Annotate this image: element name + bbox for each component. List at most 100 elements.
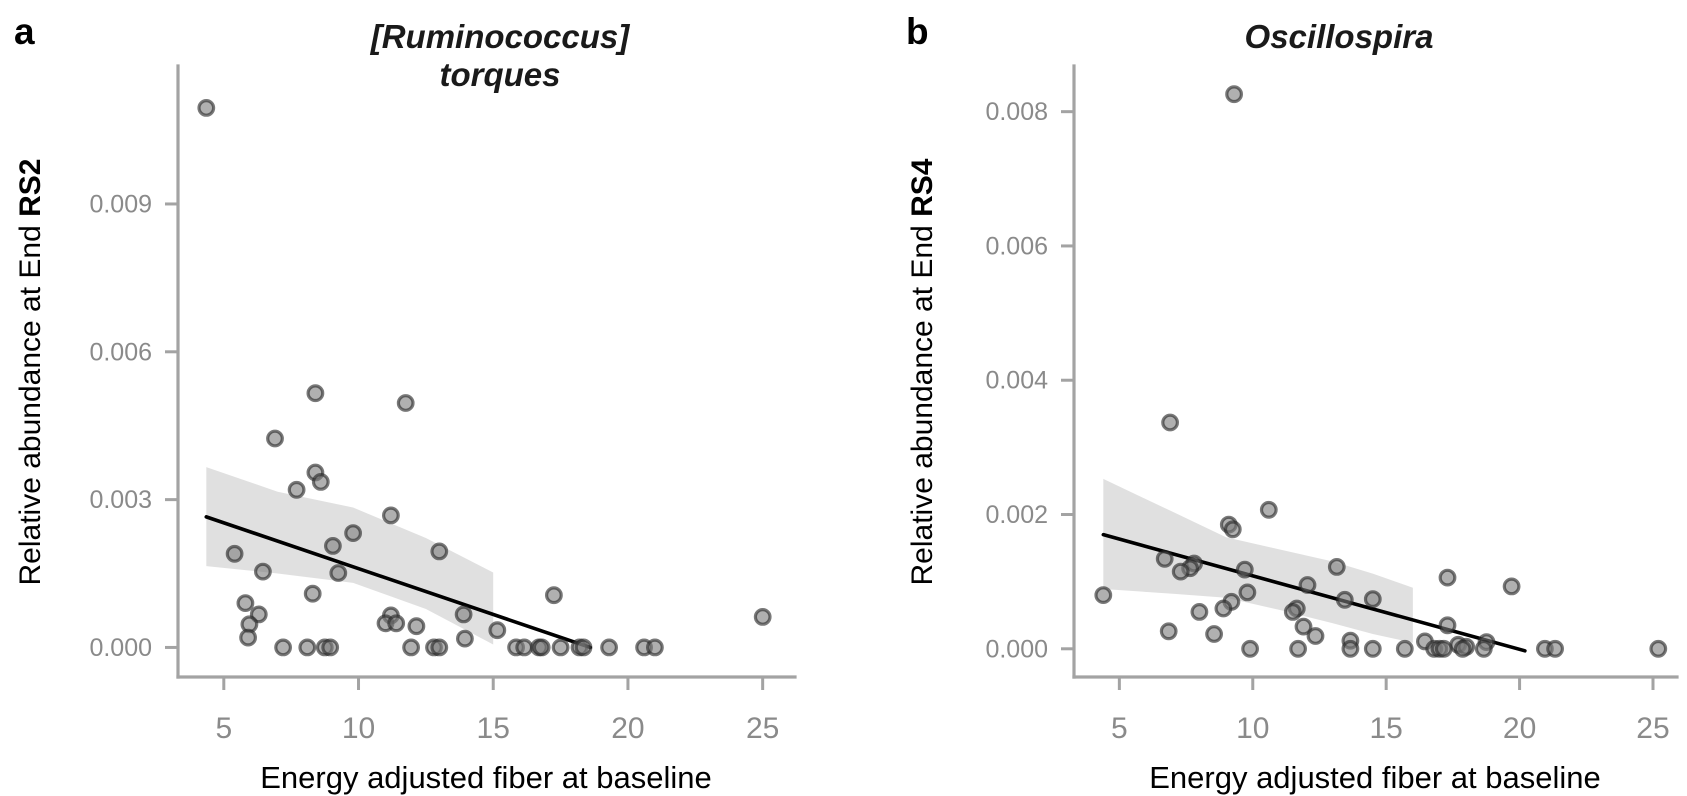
data-point — [1161, 413, 1179, 432]
y-axis-tick-label: 0.006 — [985, 232, 1048, 260]
data-point — [1335, 590, 1354, 609]
panel-a-title-line2: torques — [439, 56, 560, 93]
data-point — [321, 638, 340, 657]
data-point — [298, 638, 317, 657]
data-point — [1649, 639, 1668, 658]
data-point — [1094, 586, 1113, 604]
data-point — [1225, 85, 1243, 104]
confidence-band — [206, 467, 494, 645]
data-point — [266, 429, 284, 448]
panel-a-plot-area: 5 10 15 20 25 0.000 0.003 0.006 0.009 — [89, 64, 797, 745]
data-point — [1238, 583, 1257, 602]
data-point — [311, 473, 330, 491]
data-point — [1259, 500, 1278, 519]
panel-b-x-axis-title: Energy adjusted fiber at baseline — [1149, 760, 1601, 795]
data-point — [324, 537, 342, 555]
data-point — [1205, 625, 1223, 643]
data-point — [239, 628, 258, 647]
panel-a-title-line1: [Ruminococcus] — [370, 18, 631, 55]
data-point — [1434, 639, 1453, 658]
y-axis-tick-label: 0.004 — [985, 367, 1048, 395]
data-point — [306, 384, 325, 403]
data-point — [1363, 590, 1382, 608]
data-point — [287, 480, 306, 499]
x-axis-tick-label: 10 — [342, 712, 375, 745]
data-point — [1438, 568, 1457, 587]
x-axis-tick-label: 5 — [1111, 712, 1128, 745]
data-point — [197, 98, 216, 117]
panel-a-corner-label: a — [14, 11, 35, 52]
panel-b-y-axis-title: Relative abundance at End RS4 — [906, 158, 939, 585]
panel-b: b Oscillospira Energy adjusted fiber at … — [906, 11, 1679, 795]
trend-line — [1101, 532, 1527, 653]
data-point — [1306, 627, 1325, 645]
panel-a-y-axis-title: Relative abundance at End RS2 — [14, 159, 47, 586]
data-point — [1395, 639, 1414, 658]
data-point — [545, 586, 563, 605]
data-point — [253, 562, 272, 581]
panel-a-x-axis-title: Energy adjusted fiber at baseline — [260, 760, 712, 795]
x-axis-tick-label: 25 — [746, 712, 779, 745]
data-point — [303, 584, 322, 603]
data-point — [329, 564, 348, 582]
data-point — [382, 506, 400, 525]
panel-a-y-axis-title-regular: Relative abundance at End — [14, 217, 47, 586]
data-point — [430, 638, 449, 657]
y-axis-tick-label: 0.000 — [89, 634, 152, 662]
data-point — [515, 638, 534, 657]
data-point — [225, 544, 244, 563]
data-point — [600, 638, 618, 657]
data-point — [532, 638, 551, 657]
data-point — [1363, 639, 1382, 658]
y-axis-tick-label: 0.003 — [89, 486, 152, 514]
x-axis-tick-label: 10 — [1236, 712, 1269, 745]
panel-b-corner-label: b — [906, 11, 929, 52]
x-axis-tick-label: 20 — [611, 712, 644, 745]
data-point — [387, 614, 406, 633]
data-point — [1298, 576, 1317, 594]
data-point — [646, 638, 664, 657]
panel-b-plot-area: 5 10 15 20 25 0.000 0.002 0.004 0.006 0.008 — [985, 64, 1679, 745]
x-axis-tick-label: 5 — [215, 712, 232, 745]
x-axis-tick-label: 15 — [477, 712, 510, 745]
data-point — [454, 605, 473, 624]
data-point — [1546, 639, 1564, 658]
data-point — [1190, 603, 1209, 621]
data-point — [574, 638, 593, 657]
confidence-band — [1103, 478, 1413, 643]
y-axis-tick-label: 0.009 — [89, 190, 152, 218]
data-point — [1214, 599, 1233, 618]
y-axis-tick-label: 0.000 — [985, 635, 1048, 663]
data-point — [488, 621, 507, 640]
data-point — [344, 524, 363, 542]
data-point — [753, 608, 772, 626]
data-point — [1474, 639, 1493, 658]
x-axis-tick-label: 25 — [1636, 712, 1669, 745]
panel-a-y-axis-title-bold: RS2 — [14, 159, 47, 217]
data-point — [456, 629, 474, 648]
data-point — [1283, 603, 1302, 621]
data-point — [1241, 639, 1259, 658]
data-point — [407, 617, 426, 636]
panel-b-y-axis-title-bold: RS4 — [906, 158, 939, 217]
data-point — [1289, 639, 1307, 658]
y-axis-tick-label: 0.006 — [89, 338, 152, 366]
data-point — [1223, 520, 1242, 539]
data-point — [1159, 622, 1178, 641]
data-point — [274, 638, 293, 657]
data-point — [1341, 639, 1360, 658]
x-axis-tick-label: 20 — [1503, 712, 1536, 745]
data-point — [1502, 577, 1521, 596]
data-point — [1155, 549, 1174, 568]
y-axis-tick-label: 0.008 — [985, 98, 1048, 126]
panel-b-y-axis-title-regular: Relative abundance at End — [906, 217, 939, 586]
panel-b-title-line1: Oscillospira — [1245, 18, 1434, 55]
panel-a: a [Ruminococcus] torques Energy adjusted… — [14, 11, 797, 795]
data-point — [430, 542, 449, 561]
data-point — [1327, 558, 1346, 576]
data-point — [396, 394, 415, 412]
y-axis-tick-label: 0.002 — [985, 501, 1048, 529]
x-axis-tick-label: 15 — [1369, 712, 1402, 745]
